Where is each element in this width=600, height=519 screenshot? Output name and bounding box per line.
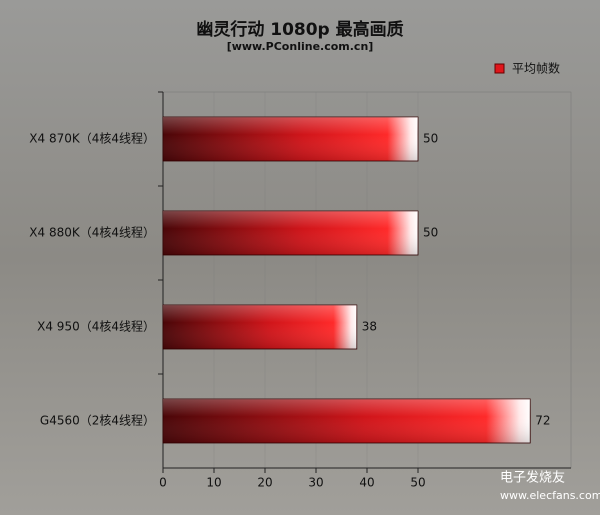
y-tick-label: X4 870K（4核4线程）: [29, 131, 155, 146]
y-tick-label: G4560（2核4线程）: [40, 413, 155, 428]
x-tick-label: 0: [159, 476, 167, 490]
value-label: 72: [535, 414, 550, 428]
watermark: www.elecfans.com: [500, 489, 600, 502]
value-label: 50: [423, 226, 438, 240]
watermark: 电子发烧友: [500, 470, 565, 486]
legend-swatch: [494, 63, 505, 74]
legend-label: 平均帧数: [512, 61, 560, 76]
x-tick-label: 10: [206, 476, 221, 490]
chart-subtitle: [www.PConline.com.cn]: [227, 40, 374, 53]
value-label: 38: [362, 320, 377, 334]
value-label: 50: [423, 132, 438, 146]
x-tick-label: 30: [308, 476, 323, 490]
bar-shine: [163, 399, 531, 443]
bar-shine: [163, 211, 418, 255]
y-tick-label: X4 880K（4核4线程）: [29, 225, 155, 240]
x-tick-label: 50: [410, 476, 425, 490]
bar-shine: [163, 117, 418, 161]
x-tick-label: 40: [359, 476, 374, 490]
bar-shine: [163, 305, 357, 349]
y-tick-label: X4 950（4核4线程）: [37, 319, 155, 334]
x-tick-label: 20: [257, 476, 272, 490]
chart-title: 幽灵行动 1080p 最高画质: [196, 19, 403, 40]
